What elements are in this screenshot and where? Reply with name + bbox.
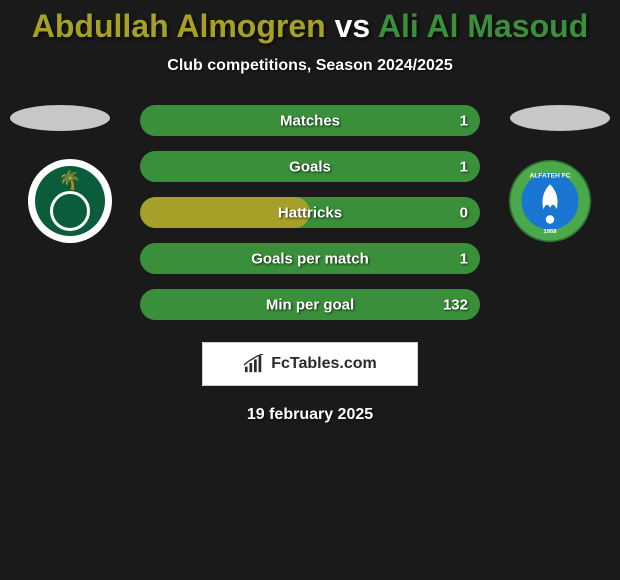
shadow-left [10, 105, 110, 131]
stat-bar: Hattricks0 [140, 197, 480, 228]
stat-bars: Matches1Goals1Hattricks0Goals per match1… [140, 105, 480, 320]
ring-icon [50, 191, 90, 231]
player1-name: Abdullah Almogren [32, 8, 326, 44]
date-line: 19 february 2025 [0, 406, 620, 424]
stat-value-right: 0 [460, 204, 468, 221]
stat-bar: Goals1 [140, 151, 480, 182]
team-badge-right: ALFATEH FC 1958 [508, 159, 592, 243]
stat-label: Min per goal [140, 296, 480, 313]
stat-value-right: 1 [460, 112, 468, 129]
stat-bar: Min per goal132 [140, 289, 480, 320]
stat-label: Goals [140, 158, 480, 175]
svg-text:1958: 1958 [543, 229, 557, 235]
stat-value-right: 132 [443, 296, 468, 313]
stat-label: Matches [140, 112, 480, 129]
stat-label: Goals per match [140, 250, 480, 267]
team-badge-left: 🌴 [28, 159, 112, 243]
palm-icon: 🌴 [59, 171, 81, 189]
vs-separator: vs [326, 8, 378, 44]
shadow-right [510, 105, 610, 131]
branding-text: FcTables.com [271, 355, 377, 373]
branding-box: FcTables.com [202, 342, 418, 386]
svg-text:ALFATEH FC: ALFATEH FC [529, 172, 570, 179]
page-title: Abdullah Almogren vs Ali Al Masoud [0, 0, 620, 45]
stat-value-right: 1 [460, 250, 468, 267]
chart-icon [243, 354, 265, 374]
team-crest-right: ALFATEH FC 1958 [508, 159, 592, 243]
team-crest-left: 🌴 [35, 166, 105, 236]
player2-name: Ali Al Masoud [378, 8, 588, 44]
stat-label: Hattricks [140, 204, 480, 221]
stat-bar: Goals per match1 [140, 243, 480, 274]
subtitle: Club competitions, Season 2024/2025 [0, 57, 620, 75]
stat-bar: Matches1 [140, 105, 480, 136]
stat-value-right: 1 [460, 158, 468, 175]
comparison-stage: 🌴 ALFATEH FC 1958 Matches1Goals1Hattrick… [0, 105, 620, 320]
